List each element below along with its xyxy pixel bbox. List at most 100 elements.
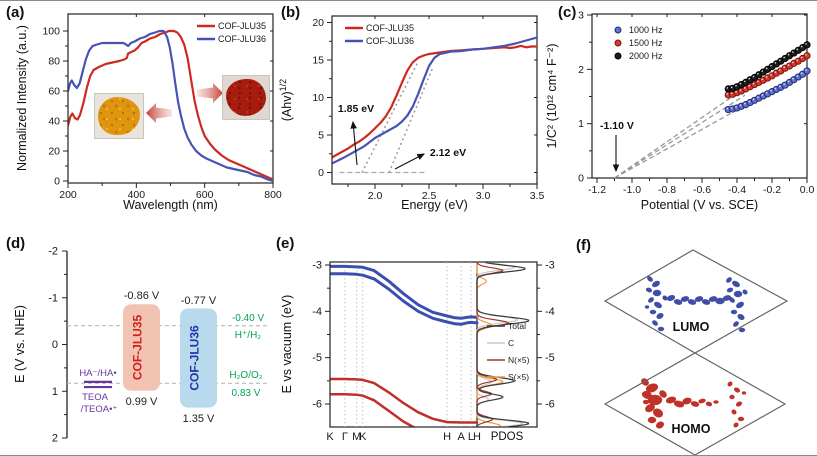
data-point-glint (748, 84, 750, 87)
band-conduction-upper (330, 264, 479, 320)
mott-schottky-fit-1000 Hz (614, 104, 746, 179)
data-point-glint (739, 89, 742, 91)
orbital-lobe (649, 309, 657, 315)
plot-frame (331, 15, 538, 185)
panel-e-letter: (e) (276, 235, 295, 252)
orbital-lobe (647, 416, 657, 424)
orbital-lobe (726, 277, 732, 283)
panel-a-uvvis-chart: 200 400 600 800 0 20 40 60 80 100 COF-JLU35 COF-JLU… (42, 13, 282, 201)
panel-c-letter: (c) (558, 4, 577, 21)
kpoint-label-A: A (457, 431, 465, 443)
panel-f-letter: (f) (576, 237, 591, 254)
orbital-lobe (652, 320, 658, 326)
data-point-glint (796, 48, 799, 51)
y-tick-label: 20 (312, 17, 324, 29)
orbital-lobe (645, 383, 659, 393)
pdos-S (476, 262, 504, 427)
panel-d-y-axis-title: E (V vs. NHE) (13, 305, 27, 383)
orbital-lobe (713, 400, 719, 404)
orbital-lobe (682, 397, 692, 405)
orbital-lobe (733, 387, 741, 393)
panel-c-y-axis-title: 1/C² (10¹² cm⁴ F⁻²) (545, 43, 559, 148)
band-bar-COF-JLU35 (123, 304, 160, 391)
orbital-lobe (645, 403, 655, 413)
red-powder-photo (222, 75, 270, 120)
data-point-glint (805, 53, 807, 56)
data-point-glint (787, 64, 790, 66)
y-tick-label: 40 (48, 116, 60, 128)
o2-couple-label: H₂O/O₂ (229, 370, 262, 381)
orbital-lobe (735, 401, 743, 407)
orbital-lobe (722, 295, 732, 301)
panel-b-tauc-chart: 2.0 2.5 3.0 3.5 0 5 10 15 20 COF-JLU35 COF-JLU36 (312, 15, 545, 202)
y-tick-label: 0 (578, 173, 584, 185)
data-point-glint (770, 89, 772, 92)
panel-a-letter: (a) (6, 4, 25, 21)
y-tick-label-right: -4 (545, 306, 555, 318)
kpoint-label-M: M (352, 431, 361, 443)
tauc-tangent-0 (361, 61, 419, 173)
points-1000 Hz (724, 67, 811, 114)
data-point-glint (730, 86, 733, 89)
orange-powder-sample (98, 97, 140, 135)
data-point-glint (800, 56, 803, 59)
data-point-glint (787, 80, 790, 83)
y-tick-label-right: -3 (545, 260, 555, 272)
tauc-curves (332, 36, 537, 165)
annotation-arrow-1 (350, 120, 358, 166)
data-point-glint (743, 80, 746, 83)
data-point-glint (796, 75, 799, 77)
orbital-lobe (666, 295, 676, 301)
y-tick-label-left: -3 (312, 260, 322, 272)
orbital-lobe (673, 299, 683, 305)
legend-label-COF-JLU36: COF-JLU36 (218, 34, 266, 44)
orbital-lobe (733, 321, 739, 327)
teoa-label-line2: /TEOA•⁺ (81, 404, 118, 415)
data-point-glint (748, 77, 750, 80)
panel-c-mott-schottky-chart: -1.2 -1.0 -0.8 -0.6 -0.4 -0.2 0.0 0 1 2 3 1000 Hz 15… (578, 10, 814, 196)
panel-b-y-axis-title-sup: 1/2 (278, 79, 288, 92)
lumo-isosurface (644, 276, 748, 333)
x-tick-label: -0.8 (658, 184, 676, 196)
data-point-glint (765, 67, 768, 70)
orbital-lobe (694, 296, 704, 302)
orbital-lobe (732, 280, 740, 288)
data-point-glint (752, 82, 755, 85)
y-tick-label-left: -6 (312, 398, 322, 410)
x-tick-label: 3.5 (530, 190, 545, 202)
jlu36-bar-name: COF-JLU36 (188, 325, 202, 391)
orbital-lobe (645, 287, 653, 293)
kpoint-label-L: L (468, 431, 474, 443)
orbital-lobe (737, 313, 745, 321)
y-tick-label: 80 (48, 56, 60, 68)
data-point-glint (778, 69, 781, 71)
orbital-lobe (729, 297, 735, 303)
points-1500 Hz (724, 52, 811, 99)
orbital-lobe (738, 327, 746, 333)
data-point-glint (739, 104, 742, 107)
x-tick-label: 600 (196, 189, 214, 201)
pdos-Total (476, 262, 530, 427)
data-point-glint (757, 72, 759, 75)
orbital-lobe (655, 421, 665, 429)
orbital-lobe (727, 381, 733, 387)
orbital-lobe (652, 408, 664, 418)
data-point-glint (778, 59, 781, 61)
y-tick-label: 2 (578, 64, 584, 76)
spectrum-COF-JLU36 (68, 29, 273, 183)
points-2000 Hz (724, 41, 811, 93)
orbital-lobe (726, 287, 734, 293)
legend-label-COF-JLU35: COF-JLU35 (366, 23, 414, 33)
x-tick-label: 400 (128, 189, 146, 201)
orbital-lobe (742, 289, 748, 295)
jlu35-bar-name: COF-JLU35 (131, 315, 145, 381)
orbital-lobe (737, 416, 745, 422)
kpoint-label-K: K (326, 431, 334, 443)
homo-isosurface (641, 378, 747, 429)
orbital-lobe (652, 280, 660, 288)
y-tick-label: -1 (48, 292, 58, 304)
orbital-lobe (736, 301, 744, 309)
x-tick-label: 2.0 (368, 190, 383, 202)
pdos-legend-label-N(×5): N(×5) (508, 355, 530, 365)
